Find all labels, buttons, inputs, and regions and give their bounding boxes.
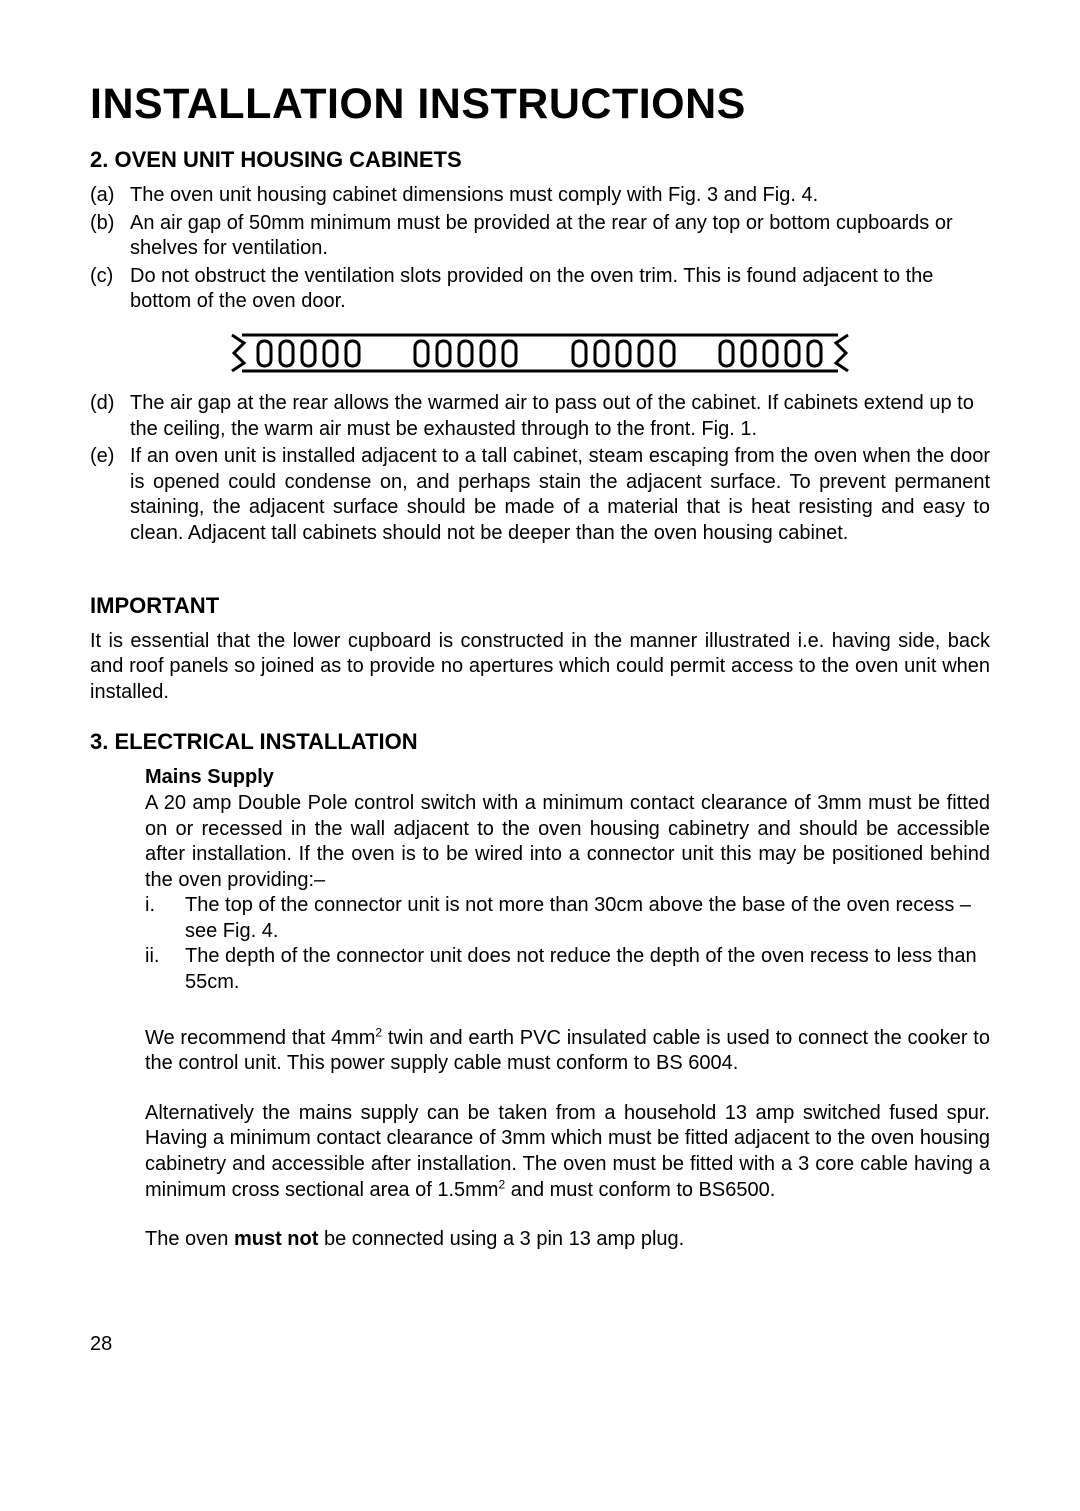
list-text: The top of the connector unit is not mor…	[185, 893, 990, 944]
text-fragment: The oven	[145, 1228, 234, 1250]
section-2-heading: 2. OVEN UNIT HOUSING CABINETS	[90, 147, 990, 173]
mains-supply-label: Mains Supply	[145, 765, 990, 791]
mains-supply-roman-list: i. The top of the connector unit is not …	[145, 893, 990, 995]
section-2-list-continued: (d) The air gap at the rear allows the w…	[90, 391, 990, 547]
slot-group	[258, 341, 821, 366]
important-text: It is essential that the lower cupboard …	[90, 629, 990, 706]
list-text: The oven unit housing cabinet dimensions…	[130, 183, 990, 209]
list-item: (c) Do not obstruct the ventilation slot…	[90, 264, 990, 315]
cable-recommendation: We recommend that 4mm2 twin and earth PV…	[145, 1026, 990, 1077]
list-text: If an oven unit is installed adjacent to…	[130, 444, 990, 546]
section-2-number: 2.	[90, 147, 108, 172]
list-marker: (d)	[90, 391, 130, 442]
must-not-bold: must not	[234, 1228, 318, 1250]
list-item: (a) The oven unit housing cabinet dimens…	[90, 183, 990, 209]
section-3-heading: 3. ELECTRICAL INSTALLATION	[90, 729, 990, 755]
list-marker: ii.	[145, 944, 185, 995]
list-text: The depth of the connector unit does not…	[185, 944, 990, 995]
section-2-title: OVEN UNIT HOUSING CABINETS	[114, 147, 461, 172]
section-3-title: ELECTRICAL INSTALLATION	[114, 729, 417, 754]
plug-warning: The oven must not be connected using a 3…	[145, 1227, 990, 1253]
list-item: (b) An air gap of 50mm minimum must be p…	[90, 211, 990, 262]
text-fragment: We recommend that 4mm	[145, 1027, 375, 1049]
text-fragment: be connected using a 3 pin 13 amp plug.	[318, 1228, 684, 1250]
ventilation-slot-figure	[230, 331, 850, 375]
section-3-number: 3.	[90, 729, 108, 754]
list-marker: (b)	[90, 211, 130, 262]
list-text: The air gap at the rear allows the warme…	[130, 391, 990, 442]
mains-supply-intro: A 20 amp Double Pole control switch with…	[145, 791, 990, 893]
important-heading: IMPORTANT	[90, 593, 990, 619]
text-fragment: and must conform to BS6500.	[505, 1179, 775, 1201]
list-text: An air gap of 50mm minimum must be provi…	[130, 211, 990, 262]
list-item: i. The top of the connector unit is not …	[145, 893, 990, 944]
alternative-supply: Alternatively the mains supply can be ta…	[145, 1101, 990, 1203]
list-marker: (a)	[90, 183, 130, 209]
page-title: INSTALLATION INSTRUCTIONS	[90, 80, 990, 129]
list-marker: (e)	[90, 444, 130, 546]
list-marker: i.	[145, 893, 185, 944]
section-3-body: Mains Supply A 20 amp Double Pole contro…	[145, 765, 990, 1253]
list-item: (e) If an oven unit is installed adjacen…	[90, 444, 990, 546]
page-number: 28	[90, 1333, 990, 1356]
list-text: Do not obstruct the ventilation slots pr…	[130, 264, 990, 315]
list-marker: (c)	[90, 264, 130, 315]
list-item: ii. The depth of the connector unit does…	[145, 944, 990, 995]
list-item: (d) The air gap at the rear allows the w…	[90, 391, 990, 442]
section-2-list: (a) The oven unit housing cabinet dimens…	[90, 183, 990, 315]
